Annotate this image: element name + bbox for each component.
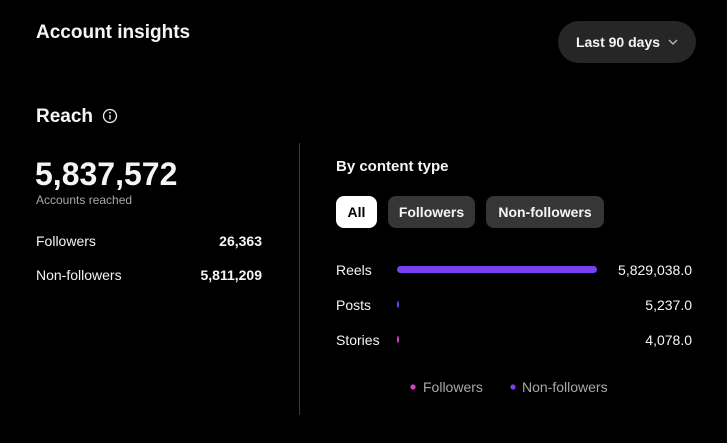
row-value: 26,363 [219,233,262,249]
value-label: 5,237.0 [645,297,692,313]
filter-chip[interactable]: Followers [388,196,475,228]
reach-total: 5,837,572 [35,156,178,192]
date-range-label: Last 90 days [575,34,661,50]
chevron-icon [668,39,678,45]
page-title: Account insights [36,22,191,43]
category-label: Stories [336,332,380,348]
bar-segment [397,301,399,308]
legend-dot [410,384,416,390]
value-label: 5,829,038.0 [618,262,692,278]
row-label: Followers [36,233,96,249]
category-label: Reels [336,262,372,278]
info-icon[interactable] [102,108,118,124]
filter-chip[interactable]: All [336,196,377,228]
divider [299,143,300,415]
date-range-button[interactable]: Last 90 days [558,21,696,63]
bar-segment [397,336,399,343]
bar-segment [397,266,597,273]
reach-title: Reach [36,106,94,127]
section-title: By content type [336,158,449,175]
reach-caption: Accounts reached [36,193,133,207]
legend-label: Non-followers [522,379,608,395]
row-label: Non-followers [36,267,122,283]
row-value: 5,811,209 [200,267,262,283]
category-label: Posts [336,297,371,313]
legend-dot [510,384,516,390]
legend-label: Followers [423,379,483,395]
value-label: 4,078.0 [645,332,692,348]
filter-chip[interactable]: Non-followers [486,196,604,228]
